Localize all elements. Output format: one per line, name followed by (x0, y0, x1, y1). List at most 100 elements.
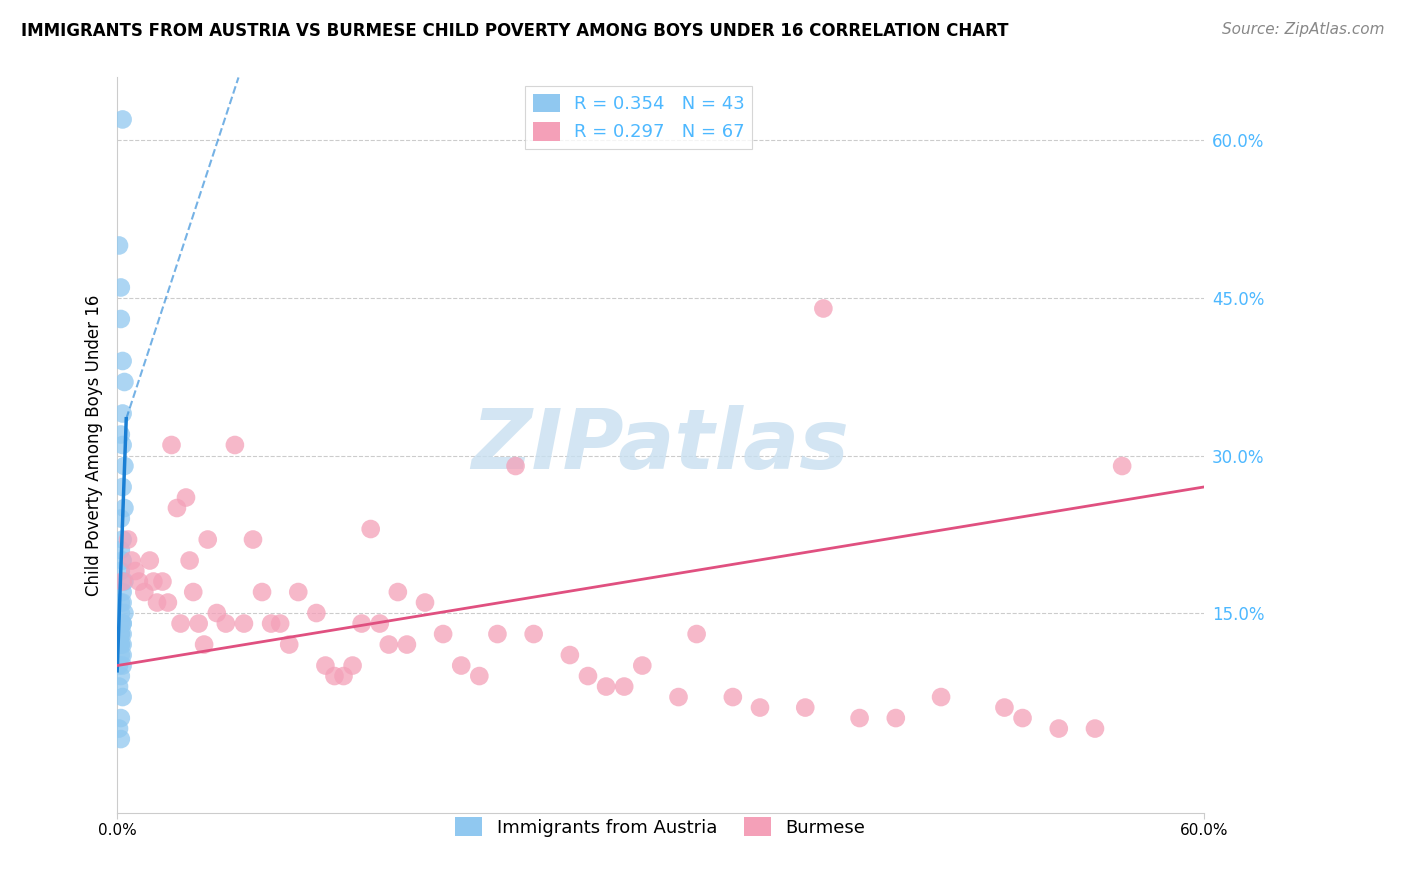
Point (110, 616, 132, 631)
Point (114, 501, 136, 516)
Point (668, 690, 690, 704)
Point (197, 533, 219, 547)
Point (110, 427, 132, 442)
Point (121, 553, 143, 567)
Point (1084, 722, 1107, 736)
Point (314, 658, 336, 673)
Point (193, 638, 215, 652)
Point (114, 375, 136, 389)
Point (323, 669, 346, 683)
Point (232, 616, 254, 631)
Point (224, 438, 246, 452)
Point (108, 658, 131, 673)
Point (111, 585, 134, 599)
Point (111, 658, 134, 673)
Point (111, 595, 134, 609)
Point (848, 711, 870, 725)
Point (576, 669, 599, 683)
Point (432, 627, 454, 641)
Text: Source: ZipAtlas.com: Source: ZipAtlas.com (1222, 22, 1385, 37)
Point (156, 595, 179, 609)
Point (111, 112, 134, 127)
Point (111, 553, 134, 567)
Point (505, 458, 527, 473)
Point (111, 638, 134, 652)
Point (124, 564, 146, 578)
Point (146, 595, 169, 609)
Point (595, 680, 617, 694)
Point (110, 511, 132, 525)
Point (110, 564, 132, 578)
Point (1011, 711, 1033, 725)
Point (160, 438, 183, 452)
Point (558, 648, 581, 662)
Point (111, 533, 134, 547)
Text: IMMIGRANTS FROM AUSTRIA VS BURMESE CHILD POVERTY AMONG BOYS UNDER 16 CORRELATION: IMMIGRANTS FROM AUSTRIA VS BURMESE CHILD… (21, 22, 1008, 40)
Point (181, 585, 204, 599)
Point (350, 616, 373, 631)
Text: ZIPatlas: ZIPatlas (471, 404, 849, 485)
Point (813, 301, 835, 316)
Point (111, 627, 134, 641)
Point (342, 658, 364, 673)
Point (174, 491, 197, 505)
Point (111, 407, 134, 421)
Point (287, 585, 309, 599)
Point (305, 606, 328, 620)
Point (108, 638, 131, 652)
Point (242, 533, 264, 547)
Point (111, 574, 134, 589)
Point (110, 543, 132, 558)
Point (1111, 458, 1133, 473)
Point (111, 438, 134, 452)
Point (110, 732, 132, 747)
Point (139, 553, 162, 567)
Point (108, 238, 131, 252)
Point (114, 458, 136, 473)
Point (486, 627, 509, 641)
Point (179, 553, 201, 567)
Point (278, 638, 301, 652)
Point (360, 522, 382, 536)
Point (378, 638, 401, 652)
Point (108, 722, 131, 736)
Point (215, 616, 238, 631)
Point (134, 585, 156, 599)
Point (884, 711, 907, 725)
Point (450, 658, 472, 673)
Point (613, 680, 636, 694)
Point (110, 312, 132, 326)
Point (631, 658, 654, 673)
Point (413, 595, 436, 609)
Point (111, 616, 134, 631)
Point (395, 638, 418, 652)
Point (260, 616, 283, 631)
Point (269, 616, 291, 631)
Y-axis label: Child Poverty Among Boys Under 16: Child Poverty Among Boys Under 16 (86, 294, 103, 596)
Point (108, 680, 131, 694)
Point (332, 669, 354, 683)
Point (685, 627, 707, 641)
Point (117, 533, 139, 547)
Point (111, 616, 134, 631)
Point (387, 585, 409, 599)
Point (929, 690, 952, 704)
Point (794, 700, 817, 714)
Point (110, 627, 132, 641)
Point (111, 690, 134, 704)
Point (110, 280, 132, 294)
Point (368, 616, 391, 631)
Point (110, 648, 132, 662)
Point (142, 574, 165, 589)
Point (250, 585, 273, 599)
Point (468, 669, 491, 683)
Point (110, 627, 132, 641)
Point (114, 606, 136, 620)
Point (110, 638, 132, 652)
Point (111, 480, 134, 494)
Point (110, 638, 132, 652)
Point (166, 501, 188, 516)
Point (169, 616, 191, 631)
Point (110, 595, 132, 609)
Point (110, 606, 132, 620)
